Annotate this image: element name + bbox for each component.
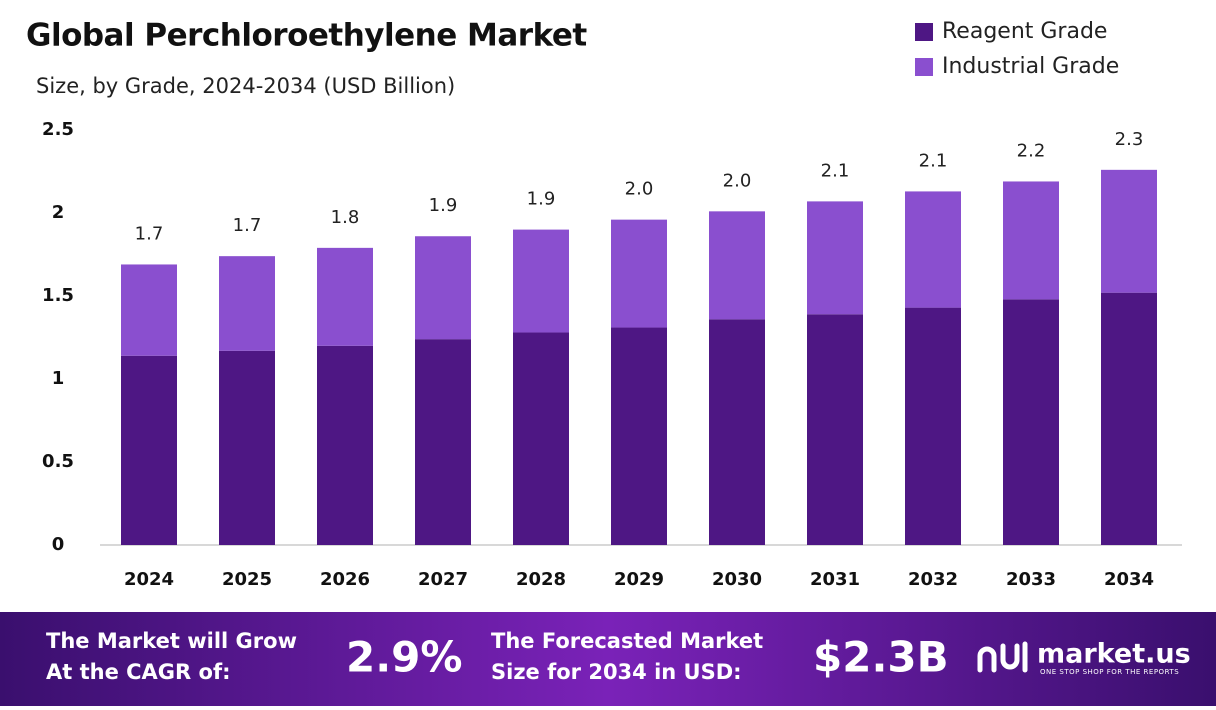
chart-subtitle: Size, by Grade, 2024-2034 (USD Billion) bbox=[36, 74, 455, 98]
bar-segment bbox=[1101, 292, 1157, 545]
bar-segment bbox=[513, 332, 569, 545]
bar-segment bbox=[1003, 299, 1059, 545]
y-tick-label: 1 bbox=[52, 368, 65, 389]
bar-segment bbox=[415, 236, 471, 340]
total-label: 2.0 bbox=[723, 170, 752, 191]
forecast-value: $2.3B bbox=[813, 633, 949, 682]
legend-label: Industrial Grade bbox=[942, 54, 1119, 79]
bar-segment bbox=[807, 314, 863, 545]
legend-label: Reagent Grade bbox=[942, 19, 1107, 44]
bar-segment bbox=[1003, 181, 1059, 300]
cagr-text: The Market will Grow bbox=[46, 629, 297, 653]
bar-segment bbox=[807, 201, 863, 315]
brand-name: market.us bbox=[1037, 639, 1191, 670]
bar-segment bbox=[709, 211, 765, 320]
total-label: 1.9 bbox=[527, 189, 556, 210]
total-label: 1.9 bbox=[429, 195, 458, 216]
total-label: 1.7 bbox=[135, 223, 164, 244]
x-tick-label: 2028 bbox=[516, 569, 566, 590]
bar-segment bbox=[513, 229, 569, 333]
total-label: 2.3 bbox=[1115, 129, 1144, 150]
bar-segment bbox=[1101, 169, 1157, 293]
bar-segment bbox=[219, 350, 275, 545]
bar-segment bbox=[219, 256, 275, 351]
total-label: 2.1 bbox=[919, 150, 948, 171]
y-tick-label: 1.5 bbox=[42, 285, 74, 306]
total-label: 2.1 bbox=[821, 160, 850, 181]
bar-segment bbox=[317, 247, 373, 346]
legend-swatch bbox=[915, 23, 933, 41]
bar-segment bbox=[317, 345, 373, 545]
y-tick-label: 0 bbox=[52, 534, 65, 555]
x-tick-label: 2029 bbox=[614, 569, 664, 590]
brand-tagline: ONE STOP SHOP FOR THE REPORTS bbox=[1040, 668, 1179, 676]
bar-segment bbox=[121, 355, 177, 545]
bar-segment bbox=[709, 319, 765, 545]
y-tick-label: 2 bbox=[52, 202, 65, 223]
x-tick-label: 2027 bbox=[418, 569, 468, 590]
x-tick-label: 2033 bbox=[1006, 569, 1056, 590]
x-tick-label: 2024 bbox=[124, 569, 174, 590]
forecast-text: Size for 2034 in USD: bbox=[491, 660, 742, 684]
bar-segment bbox=[415, 339, 471, 545]
total-label: 1.7 bbox=[233, 215, 262, 236]
total-label: 1.8 bbox=[331, 207, 360, 228]
x-tick-label: 2031 bbox=[810, 569, 860, 590]
bar-segment bbox=[121, 264, 177, 356]
x-tick-label: 2034 bbox=[1104, 569, 1154, 590]
bar-segment bbox=[905, 191, 961, 308]
bar-segment bbox=[611, 219, 667, 328]
legend-swatch bbox=[915, 58, 933, 76]
chart-title: Global Perchloroethylene Market bbox=[26, 18, 587, 54]
cagr-value: 2.9% bbox=[346, 633, 462, 682]
forecast-text: The Forecasted Market bbox=[491, 629, 763, 653]
brand-logo bbox=[977, 641, 1028, 673]
x-tick-label: 2032 bbox=[908, 569, 958, 590]
total-label: 2.2 bbox=[1017, 140, 1046, 161]
total-label: 2.0 bbox=[625, 179, 654, 200]
y-tick-label: 0.5 bbox=[42, 451, 74, 472]
bar-segment bbox=[905, 307, 961, 545]
footer-band bbox=[0, 612, 1216, 706]
x-tick-label: 2030 bbox=[712, 569, 762, 590]
footer: The Market will Grow At the CAGR of: 2.9… bbox=[0, 612, 1216, 706]
bar-segment bbox=[611, 327, 667, 545]
x-tick-label: 2026 bbox=[320, 569, 370, 590]
cagr-text: At the CAGR of: bbox=[46, 660, 231, 684]
x-tick-label: 2025 bbox=[222, 569, 272, 590]
y-tick-label: 2.5 bbox=[42, 119, 74, 140]
